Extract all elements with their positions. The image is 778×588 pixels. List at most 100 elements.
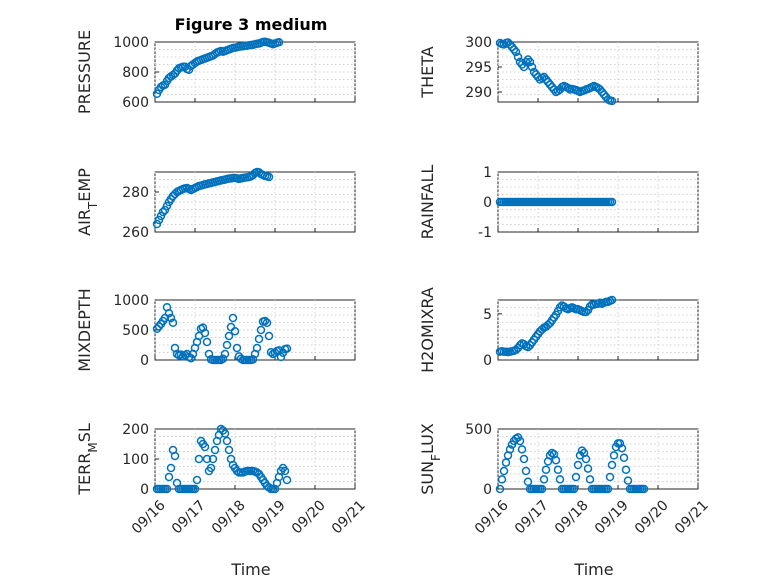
x-tick-label: 09/21 — [672, 497, 712, 537]
data-point — [274, 38, 284, 47]
x-tick-label: 09/20 — [289, 497, 329, 537]
x-tick-label: 09/16 — [129, 497, 169, 537]
x-tick-label: 09/18 — [209, 497, 249, 537]
y-tick-label: -1 — [478, 225, 492, 241]
data-point — [202, 454, 212, 464]
data-point — [551, 455, 561, 465]
data-point — [154, 215, 164, 225]
y-tick-label: 5 — [483, 307, 492, 323]
data-point — [515, 436, 525, 446]
x-tick-label: 09/20 — [632, 497, 672, 537]
data-point — [499, 466, 509, 476]
data-point — [539, 475, 549, 484]
data-point — [186, 353, 196, 363]
y-tick-label: 290 — [465, 85, 492, 101]
data-point — [569, 484, 579, 494]
data-point — [222, 340, 232, 350]
data-point — [252, 343, 262, 353]
data-point — [639, 484, 649, 494]
data-point — [609, 451, 619, 460]
data-point — [583, 464, 593, 473]
y-tick-label: 500 — [465, 422, 492, 438]
data-point — [525, 57, 535, 67]
data-point — [202, 337, 212, 347]
y-tick-label: 100 — [122, 452, 149, 468]
data-point — [164, 308, 174, 318]
data-point — [605, 472, 615, 482]
y-tick-label: 800 — [122, 65, 149, 81]
data-point — [224, 445, 234, 455]
subplot-7: 0 100 200 09/16 09/17 09/18 09/19 09/20 09/21 TER… — [75, 422, 369, 537]
data-point — [256, 325, 266, 335]
data-point — [220, 429, 230, 438]
data-point — [262, 318, 272, 328]
data-point — [222, 436, 232, 446]
y-tick-label: 0 — [140, 353, 149, 369]
data-point — [607, 295, 617, 305]
data-point — [228, 313, 238, 323]
y-tick-label: 200 — [122, 422, 149, 438]
subplot-6: 0 5 H2OMIXRA — [418, 287, 699, 373]
y-tick-label: 600 — [122, 95, 149, 111]
data-point — [623, 476, 633, 485]
data-point — [254, 334, 264, 344]
data-point — [170, 451, 180, 461]
data-point — [266, 347, 276, 357]
y-tick-label: 0 — [483, 353, 492, 369]
data-point — [619, 453, 629, 463]
y-tick-label: 1 — [483, 165, 492, 181]
y-tick-label: 0 — [140, 482, 149, 498]
data-point — [499, 40, 509, 49]
data-point — [607, 460, 617, 470]
y-tick-label: 0 — [483, 195, 492, 211]
x-tick-label: 09/21 — [329, 497, 369, 537]
data-point — [264, 172, 274, 182]
y-axis-label: THETA — [418, 46, 437, 98]
data-point — [152, 219, 162, 229]
data-point — [505, 445, 515, 454]
data-point — [166, 313, 176, 323]
data-point — [495, 484, 505, 494]
x-tick-label: 09/19 — [592, 497, 632, 537]
data-point — [553, 465, 563, 475]
data-point — [230, 326, 240, 336]
y-axis-label: MIXDEPTH — [75, 288, 94, 371]
data-point — [194, 454, 204, 464]
data-point — [160, 205, 170, 215]
data-point — [537, 484, 547, 494]
x-tick-label: 09/19 — [249, 497, 289, 537]
data-point — [603, 484, 613, 494]
data-point — [210, 445, 220, 455]
subplot-1: 600 800 1000 PRESSURE — [75, 30, 356, 114]
data-point — [260, 316, 270, 326]
x-tick-label: 09/17 — [169, 497, 209, 537]
x-axis-label-left: Time — [230, 560, 270, 579]
data-point — [541, 465, 551, 475]
data-point — [282, 344, 292, 353]
data-point — [545, 451, 555, 460]
y-axis-label: H2OMIXRA — [418, 287, 437, 373]
figure-title: Figure 3 medium — [175, 15, 328, 34]
data-point — [190, 484, 200, 494]
data-point — [519, 454, 529, 464]
data-point — [497, 475, 507, 484]
x-tick-label: 09/18 — [552, 497, 592, 537]
y-tick-label: 280 — [122, 185, 149, 201]
data-point — [200, 442, 210, 452]
data-point — [280, 466, 290, 476]
data-point — [192, 475, 202, 485]
y-axis-label: PRESSURE — [75, 30, 94, 114]
data-point — [264, 331, 274, 341]
y-axis-label: TERRMSL — [75, 423, 100, 496]
data-point — [573, 460, 583, 470]
data-point — [224, 331, 234, 341]
y-tick-label: 500 — [122, 323, 149, 339]
data-point — [581, 307, 591, 317]
data-point — [220, 349, 230, 359]
data-point — [162, 484, 172, 494]
data-point — [571, 472, 581, 482]
y-tick-label: 295 — [465, 60, 492, 76]
data-point — [621, 465, 631, 475]
